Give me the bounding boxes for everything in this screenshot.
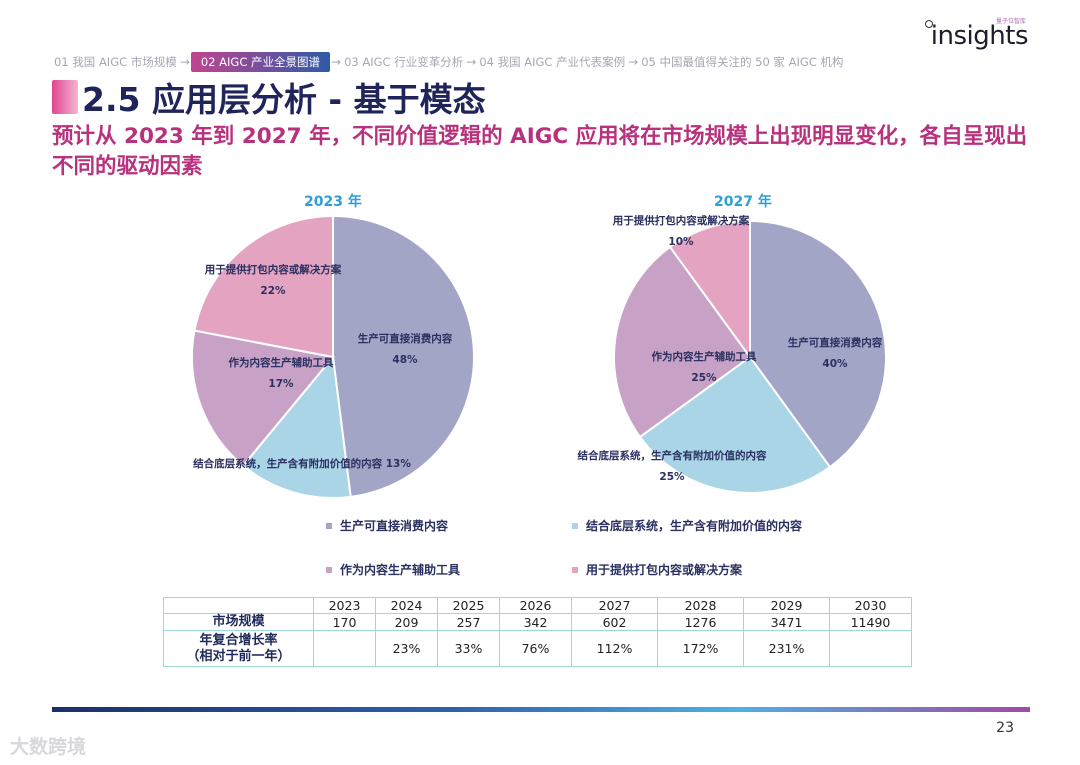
breadcrumb-item-3[interactable]: 03 AIGC 行业变革分析 [344,55,464,69]
pie-2027年-slice-assist [613,245,752,439]
pie-2027-title: 2027 年 [714,194,772,210]
pie-2023年-slice-underlying [241,354,352,499]
table-cell: 11490 [829,613,912,631]
pie-slice-label: 生产可直接消费内容 [788,336,883,349]
breadcrumb-item-4[interactable]: 04 我国 AIGC 产业代表案例 [479,55,626,69]
legend-swatch [326,566,332,573]
pie-slice-label: 结合底层系统，生产含有附加价值的内容 [578,449,767,462]
pie-slice-label: 作为内容生产辅助工具 [229,356,334,369]
legend-label: 用于提供打包内容或解决方案 [586,563,743,577]
table-cell: 231% [743,630,830,667]
pie-slice-value-label: 40% [822,358,848,370]
legend-item-package: 用于提供打包内容或解决方案 [572,561,742,578]
pie-slice-value-label: 25% [691,372,717,384]
logo-text: insights [930,21,1029,51]
legend-item-underlying: 结合底层系统，生产含有附加价值的内容 [572,517,802,534]
pie-slice-label: 结合底层系统，生产含有附加价值的内容 13% [193,457,411,470]
pie-2027年-slice-direct [749,219,887,469]
breadcrumb-item-2[interactable]: 02 AIGC 产业全景图谱 [190,52,331,72]
pie-2023年-slice-package [193,214,334,359]
breadcrumb-arrow-icon: → [628,55,639,69]
breadcrumb-arrow-icon: → [331,55,342,69]
table-header-cell [163,597,314,614]
title-accent-bar [52,80,78,114]
table-header-cell: 2024 [375,597,438,614]
breadcrumb-item-5[interactable]: 05 中国最值得关注的 50 家 AIGC 机构 [641,55,844,69]
pie-slice-value-label: 48% [392,354,418,366]
logo-small-text: 量子位智库 [995,18,1026,25]
table-cell: 23% [375,630,438,667]
legend-swatch [326,522,332,529]
watermark: 大数跨境 [10,736,87,758]
page-number: 23 [996,720,1014,736]
table-cell: 33% [437,630,500,667]
legend-swatch [572,522,578,529]
table-cell: 112% [571,630,658,667]
table-cell: 257 [437,613,500,631]
table-cell: 170 [313,613,376,631]
table-cell: 602 [571,613,658,631]
insights-logo: 量子位智库 insights [924,18,1029,54]
legend-label: 结合底层系统，生产含有附加价值的内容 [586,519,803,533]
legend-label: 作为内容生产辅助工具 [340,563,461,577]
table-row: 市场规模 170 209 257 342 602 1276 3471 11490 [163,613,912,631]
table-header-cell: 2025 [437,597,500,614]
page-subtitle: 预计从 2023 年到 2027 年，不同价值逻辑的 AIGC 应用将在市场规模… [52,124,1028,179]
pie-slice-value-label: 10% [668,236,694,248]
breadcrumb-arrow-icon: → [466,55,477,69]
table-cell: 1276 [657,613,744,631]
pie-2027年-slice-package [668,219,751,361]
legend-label: 生产可直接消费内容 [340,519,449,533]
table-cell [829,630,912,667]
legend-item-assist: 作为内容生产辅助工具 [326,561,460,578]
breadcrumb-arrow-icon: → [179,55,190,69]
pie-2027年-slice-underlying [638,355,832,494]
legend-swatch [572,566,578,573]
table-row-label: 市场规模 [163,613,314,631]
pie-slice-label: 用于提供打包内容或解决方案 [612,214,750,227]
pie-2023-title: 2023 年 [304,194,362,210]
table-header-cell: 2023 [313,597,376,614]
table-header-cell: 2030 [829,597,912,614]
table-header-cell: 2029 [743,597,830,614]
pie-2023年-slice-direct [332,214,475,499]
table-header-cell: 2026 [499,597,572,614]
table-cell: 342 [499,613,572,631]
logo-circle-icon [924,20,933,28]
pie-slice-label: 作为内容生产辅助工具 [652,350,757,363]
table-cell: 172% [657,630,744,667]
table-row-label: 年复合增长率 （相对于前一年） [163,630,314,667]
legend-item-direct: 生产可直接消费内容 [326,517,448,534]
footer-gradient-line [52,707,1030,712]
pie-slice-label: 生产可直接消费内容 [358,332,453,345]
breadcrumb-item-1[interactable]: 01 我国 AIGC 市场规模 [54,55,177,69]
table-header-cell: 2028 [657,597,744,614]
table-cell: 209 [375,613,438,631]
pie-slice-value-label: 25% [659,471,685,483]
table-row: 年复合增长率 （相对于前一年） 23% 33% 76% 112% 172% 231% [163,630,912,667]
table-cell: 76% [499,630,572,667]
breadcrumb: 01 我国 AIGC 市场规模 → 02 AIGC 产业全景图谱 → 03 AIGC 行… [52,52,845,72]
pie-slice-value-label: 22% [260,285,286,297]
pie-slice-label: 用于提供打包内容或解决方案 [204,263,342,276]
page-title: 2.5 应用层分析 - 基于模态 [82,80,486,119]
market-size-table: 2023 2024 2025 2026 2027 2028 2029 2030 市场规模 170 2… [163,597,912,667]
table-header-row: 2023 2024 2025 2026 2027 2028 2029 2030 [163,597,912,614]
pie-2023年-slice-assist [191,329,335,468]
table-header-cell: 2027 [571,597,658,614]
pie-slice-value-label: 17% [268,378,294,390]
table-cell: 3471 [743,613,830,631]
table-cell [313,630,376,667]
